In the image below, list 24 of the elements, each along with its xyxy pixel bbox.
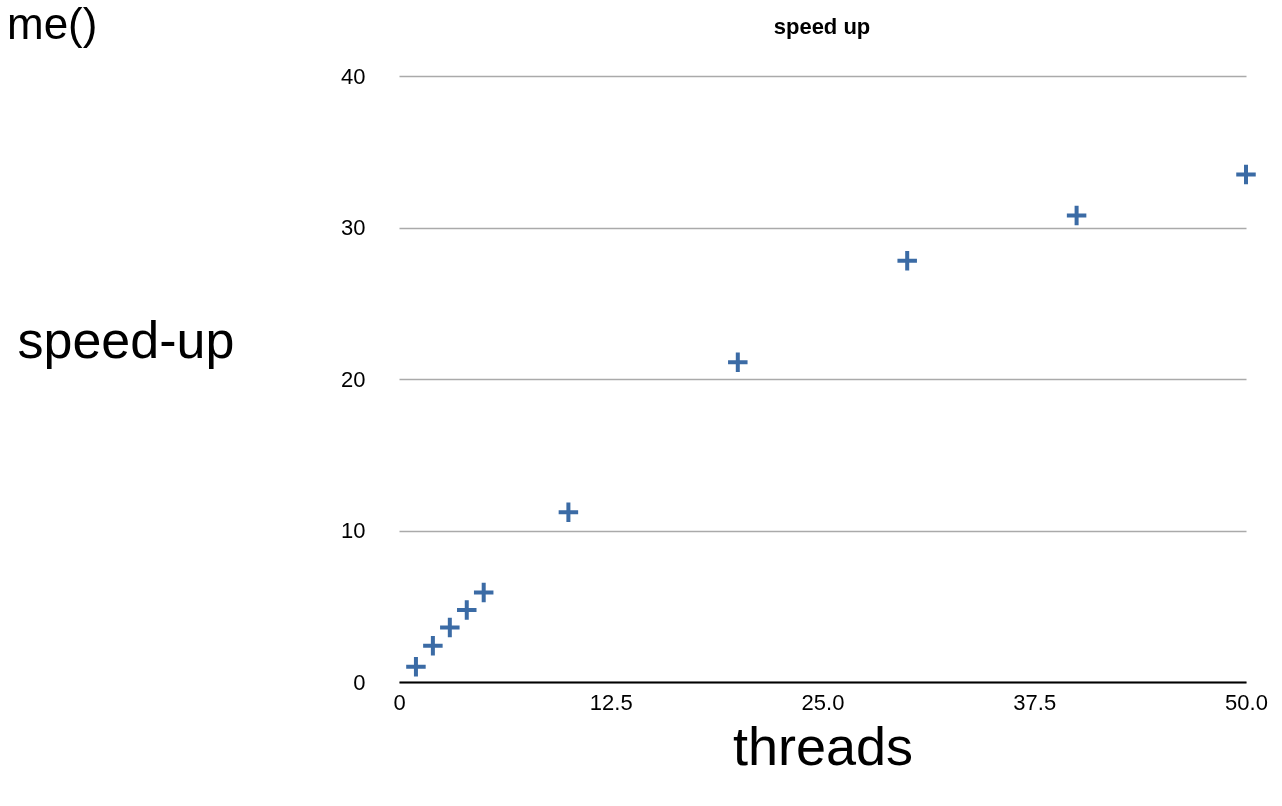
x-tick-label: 12.5	[589, 689, 633, 715]
point	[1064, 203, 1089, 228]
x-tick-label: 0	[393, 689, 406, 715]
point	[421, 633, 445, 658]
x-tick-label: 37.5	[1013, 689, 1057, 715]
point	[895, 249, 919, 273]
text: me()	[7, 0, 98, 48]
y-tick-label: 0	[353, 669, 366, 695]
y-tick-label: 10	[341, 518, 366, 543]
x-tick-label: 25.0	[801, 689, 845, 715]
y-tick-label: 20	[341, 366, 366, 392]
point	[404, 655, 428, 679]
y-tick-label: 30	[341, 215, 366, 240]
y-axis-title: speed-up	[17, 310, 235, 369]
point	[471, 580, 496, 605]
x-tick-label: 50.0	[1225, 689, 1268, 715]
point	[726, 350, 750, 375]
x-axis-title: threads	[732, 715, 914, 776]
y-tick-label: 40	[341, 63, 366, 89]
point	[556, 500, 581, 525]
point	[438, 615, 462, 640]
point	[455, 598, 479, 622]
point	[1234, 162, 1258, 187]
chart-title: speed up	[773, 14, 871, 39]
